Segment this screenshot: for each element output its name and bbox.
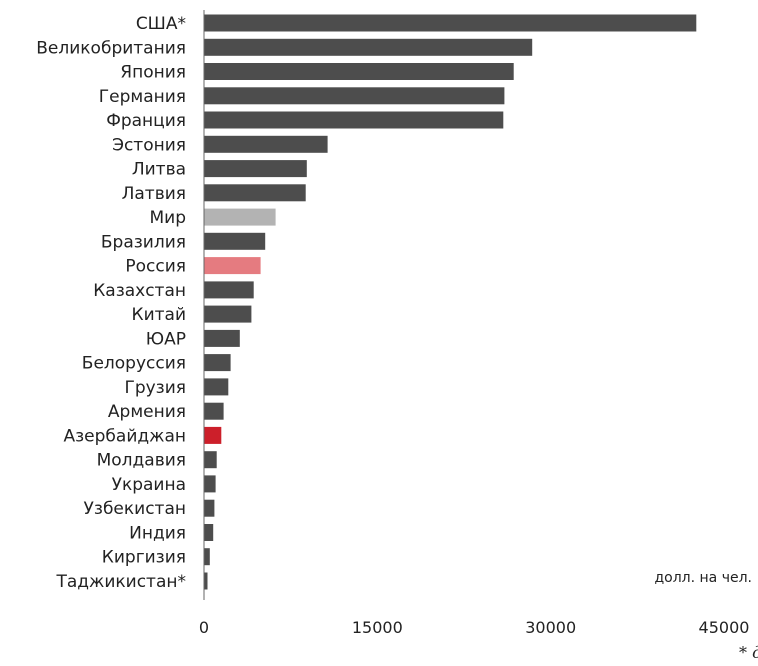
footnote: * д [739,643,758,662]
x-tick-label: 0 [199,618,209,637]
category-label: Армения [108,402,186,422]
bar [204,160,307,178]
category-label: Великобритания [36,38,186,58]
bar [204,38,533,56]
bar [204,329,240,347]
bar [204,135,328,153]
category-label: США* [136,14,186,34]
bar [204,232,266,250]
bar [204,572,208,590]
category-label: Эстония [112,135,186,155]
bar [204,524,214,541]
category-label: Германия [99,87,186,107]
x-tick-label: 30000 [525,618,576,637]
category-label: Китай [132,305,187,325]
category-label: Киргизия [102,548,186,568]
x-tick-label: 15000 [352,618,403,637]
bar [204,63,514,80]
bar [204,305,252,323]
category-label: Узбекистан [84,499,186,519]
bar [204,451,217,469]
bar [204,184,306,202]
bar [204,548,210,566]
category-label: Бразилия [101,232,186,252]
category-label: Грузия [124,378,186,398]
bar [204,499,215,517]
category-label: Таджикистан* [55,572,186,592]
category-label: Азербайджан [64,426,186,446]
category-label: Белоруссия [82,354,186,374]
category-label: Молдавия [97,451,186,471]
category-label: Россия [125,257,186,277]
bar [204,111,504,129]
category-label: Франция [106,111,186,131]
unit-label: долл. на чел. [654,570,752,586]
bar [204,354,231,372]
bars-group [204,14,697,590]
bar [204,208,276,226]
bar [204,14,697,32]
category-label: Казахстан [93,281,186,301]
category-label: Мир [149,208,186,228]
category-label: Япония [120,63,186,83]
bar [204,426,222,444]
x-tick-labels-group: 0 15000 30000 45000 [199,618,750,637]
bar [204,257,261,275]
bar [204,402,224,420]
x-tick-label: 45000 [699,618,750,637]
category-label: Латвия [122,184,186,204]
category-label: Индия [129,524,186,544]
bar [204,475,216,493]
category-labels-group: США* Великобритания Япония Германия Франция Э… [36,14,186,592]
category-label: Литва [132,160,186,180]
category-label: ЮАР [146,329,186,349]
category-label: Украина [112,475,186,495]
bar [204,87,505,105]
bar [204,281,254,299]
bar [204,378,229,396]
